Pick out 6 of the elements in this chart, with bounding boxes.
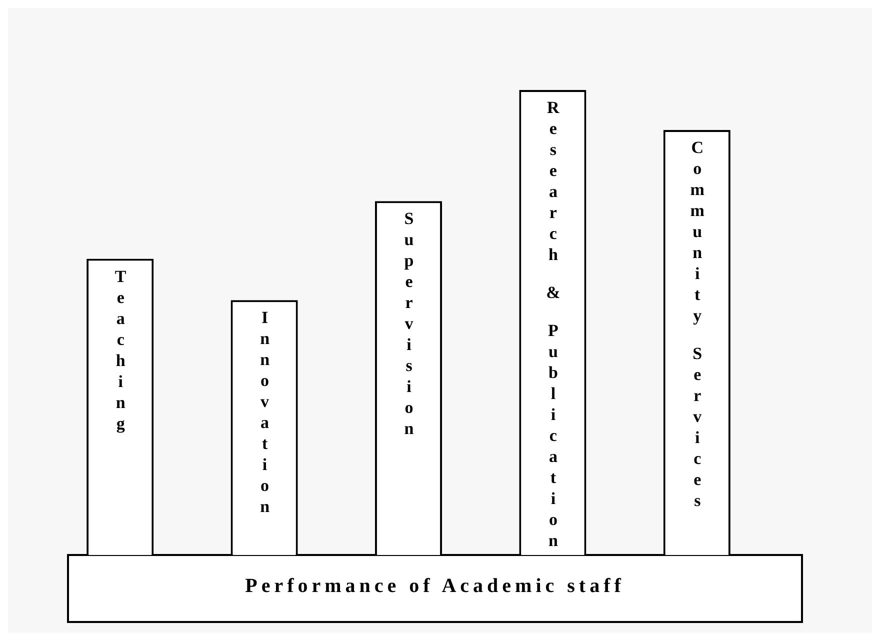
x-tick-label: Teaching	[110, 266, 132, 435]
x-axis-title: Performance of Academic staff	[244, 575, 626, 598]
x-tick-label: Research & Publication	[542, 98, 564, 552]
x-tick-label: Innovation	[254, 308, 276, 518]
x-tick-label: Supervision	[398, 209, 420, 440]
x-tick-label: Community Services	[686, 138, 708, 512]
